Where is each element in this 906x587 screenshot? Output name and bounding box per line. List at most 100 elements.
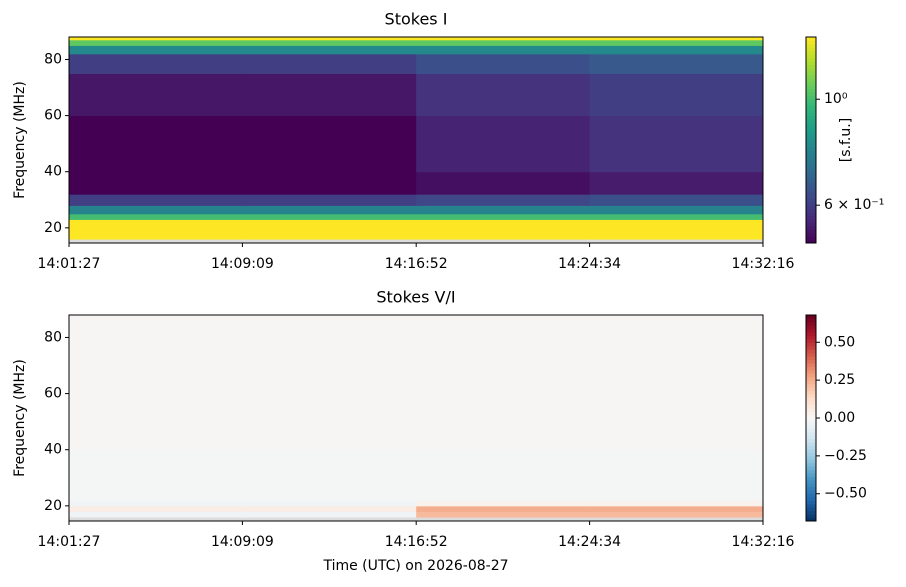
- colorbar-step: [806, 366, 816, 371]
- colorbar-frame: [805, 36, 817, 244]
- colorbar-step: [806, 459, 816, 464]
- colorbar-step: [806, 198, 816, 203]
- colorbar-step: [806, 514, 816, 519]
- colorbar-step: [806, 387, 816, 392]
- heatmap-cell: [589, 194, 764, 206]
- colorbar-tick-label: −0.25: [824, 448, 867, 464]
- colorbar-step: [806, 188, 816, 192]
- heatmap-cell: [242, 315, 417, 451]
- colorbar-step: [806, 469, 816, 474]
- heatmap-cell: [69, 315, 243, 451]
- y-axis-label: Frequency (MHz): [12, 359, 28, 477]
- heatmap-cell: [242, 194, 417, 206]
- colorbar-step: [806, 318, 816, 323]
- colorbar-step: [806, 424, 816, 429]
- colorbar-step: [806, 88, 816, 93]
- colorbar-step: [806, 54, 816, 59]
- colorbar-label: [s.f.u.]: [838, 118, 854, 162]
- no-data: [69, 239, 243, 244]
- y-tick-label: 40: [44, 164, 62, 180]
- heatmap-cell: [69, 205, 243, 215]
- colorbar-step: [806, 205, 816, 210]
- colorbar-step: [806, 476, 816, 481]
- x-tick-label: 14:24:34: [558, 256, 621, 272]
- y-tick-label: 60: [44, 108, 62, 124]
- heatmap-cell: [69, 511, 243, 518]
- colorbar-step: [806, 369, 816, 374]
- heatmap-cell: [69, 213, 243, 220]
- colorbar-step: [806, 167, 816, 172]
- heatmap-cell: [589, 213, 764, 220]
- colorbar-step: [806, 462, 816, 467]
- colorbar-step: [806, 397, 816, 402]
- colorbar-step: [806, 126, 816, 131]
- colorbar-step: [806, 472, 816, 477]
- colorbar-step: [806, 431, 816, 436]
- colorbar-step: [806, 184, 816, 189]
- heatmap-cell: [589, 511, 764, 518]
- colorbar-step: [806, 109, 816, 114]
- colorbar-tick-label: 0.00: [824, 410, 855, 426]
- heatmap-cell: [589, 39, 764, 46]
- colorbar-step: [806, 483, 816, 488]
- colorbar-step: [806, 452, 816, 457]
- heatmap-cell: [589, 205, 764, 215]
- colorbar-step: [806, 115, 816, 120]
- colorbar-step: [806, 517, 816, 522]
- heatmap-cell: [69, 45, 243, 55]
- heatmap-cell: [589, 219, 764, 240]
- heatmap-cell: [589, 171, 764, 195]
- heatmap-cell: [589, 315, 764, 451]
- colorbar-step: [806, 95, 816, 100]
- heatmap-cell: [242, 505, 417, 512]
- heatmap-cell: [242, 39, 417, 46]
- colorbar-step: [806, 466, 816, 470]
- colorbar-step: [806, 181, 816, 186]
- colorbar-step: [806, 380, 816, 385]
- colorbar-step: [806, 67, 816, 72]
- colorbar-step: [806, 339, 816, 343]
- no-data: [589, 239, 764, 244]
- heatmap-cell: [416, 171, 591, 195]
- colorbar-step: [806, 61, 816, 65]
- colorbar-step: [806, 239, 816, 244]
- colorbar-step: [806, 321, 816, 326]
- x-tick-label: 14:01:27: [38, 534, 101, 550]
- colorbar-step: [806, 71, 816, 76]
- heatmap-cell: [242, 449, 417, 501]
- heatmap-cell: [416, 449, 591, 501]
- heatmap-cell: [69, 53, 243, 74]
- heatmap-cell: [69, 449, 243, 501]
- colorbar-step: [806, 493, 816, 498]
- x-axis-label: Time (UTC) on 2026-08-27: [322, 558, 508, 574]
- colorbar-step: [806, 393, 816, 398]
- colorbar-step: [806, 507, 816, 512]
- colorbar-step: [806, 363, 816, 367]
- colorbar-step: [806, 40, 816, 45]
- heatmap-cell: [589, 505, 764, 512]
- y-axis-label: Frequency (MHz): [12, 81, 28, 199]
- heatmap-cell: [242, 45, 417, 55]
- colorbar-step: [806, 455, 816, 460]
- colorbar-step: [806, 442, 816, 446]
- x-tick-label: 14:32:16: [732, 534, 795, 550]
- y-tick-label: 80: [44, 51, 62, 67]
- x-tick-label: 14:16:52: [385, 534, 448, 550]
- heatmap-cell: [589, 45, 764, 55]
- heatmap-cell: [416, 39, 591, 46]
- heatmap-cell: [416, 505, 591, 512]
- heatmap-cell: [242, 53, 417, 74]
- colorbar-step: [806, 122, 816, 127]
- colorbar-step: [806, 376, 816, 381]
- heatmap-cell: [416, 115, 591, 173]
- colorbar-step: [806, 352, 816, 357]
- no-data: [416, 517, 591, 522]
- colorbar-step: [806, 153, 816, 158]
- x-tick-label: 14:16:52: [385, 256, 448, 272]
- colorbar-step: [806, 356, 816, 361]
- colorbar-step: [806, 143, 816, 148]
- heatmap-cell: [589, 53, 764, 74]
- colorbar-step: [806, 50, 816, 55]
- colorbar-step: [806, 349, 816, 354]
